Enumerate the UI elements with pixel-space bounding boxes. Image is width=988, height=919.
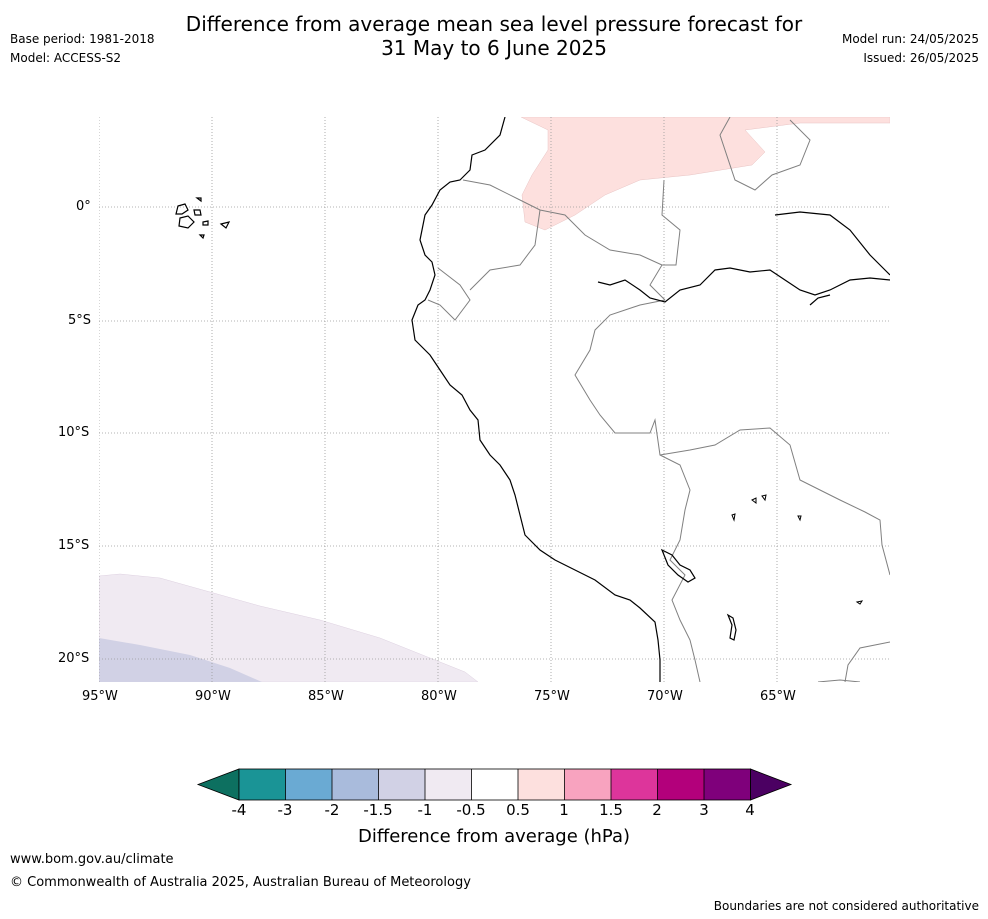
small-lake — [855, 600, 864, 605]
small-lake — [731, 513, 736, 522]
colorbar-bin — [471, 769, 518, 800]
base-period-text: Base period: 1981-2018 — [10, 32, 155, 46]
colorbar-bin — [657, 769, 704, 800]
colorbar-tick: -0.5 — [456, 801, 486, 819]
disclaimer-text: Boundaries are not considered authoritat… — [713, 899, 979, 913]
colorbar-bin — [704, 769, 751, 800]
lon-label: 80°W — [421, 689, 457, 704]
lat-label: 5°S — [68, 313, 92, 328]
coastlines — [411, 117, 890, 682]
colorbar-tick: -1.5 — [363, 801, 393, 819]
colorbar-bin — [564, 769, 611, 800]
colorbar-label: Difference from average (hPa) — [357, 826, 631, 847]
colorbar-tick: 1 — [559, 801, 569, 819]
colorbar-tick: 4 — [745, 801, 755, 819]
map-title: Difference from average mean sea level p… — [0, 12, 988, 60]
colorbar-tick: -1 — [417, 801, 433, 819]
colorbar-tick: 1.5 — [599, 801, 623, 819]
lon-label: 95°W — [82, 689, 118, 704]
colorbar-bin — [611, 769, 658, 800]
lon-label: 65°W — [760, 689, 796, 704]
map-title-line2: 31 May to 6 June 2025 — [381, 36, 607, 60]
positive-anomaly-region — [520, 117, 890, 231]
colorbar-tick: -4 — [231, 801, 247, 819]
negative-anomaly-region-moderate — [99, 638, 262, 682]
issued-text: Issued: 26/05/2025 — [863, 51, 979, 65]
colorbar-bin — [285, 769, 332, 800]
lon-label: 85°W — [308, 689, 344, 704]
copyright-text: © Commonwealth of Australia 2025, Austra… — [10, 875, 471, 890]
colorbar-tick: 3 — [699, 801, 709, 819]
small-lake — [761, 494, 767, 502]
colorbar-tick: 2 — [652, 801, 662, 819]
colorbar-bin — [425, 769, 472, 800]
lon-label: 75°W — [534, 689, 570, 704]
lon-label: 90°W — [195, 689, 231, 704]
galapagos-islands — [175, 197, 231, 240]
graticule — [99, 117, 890, 682]
colorbar — [196, 768, 793, 801]
lat-label: 20°S — [58, 651, 90, 666]
website-link[interactable]: www.bom.gov.au/climate — [10, 852, 174, 867]
map-area — [99, 117, 890, 682]
model-run-text: Model run: 24/05/2025 — [841, 32, 979, 46]
colorbar-bin — [518, 769, 565, 800]
lake-titicaca — [660, 548, 696, 583]
colorbar-tick: -2 — [324, 801, 340, 819]
colorbar-bin — [378, 769, 425, 800]
lon-label: 70°W — [647, 689, 683, 704]
small-lake — [797, 515, 802, 522]
lat-label: 10°S — [58, 425, 90, 440]
map-title-line1: Difference from average mean sea level p… — [185, 12, 803, 36]
negative-anomaly-region-weak — [99, 573, 479, 682]
colorbar-min-extension — [196, 768, 240, 801]
lat-label: 0° — [76, 199, 91, 214]
lat-label: 15°S — [58, 538, 90, 553]
colorbar-max-extension — [750, 768, 793, 801]
colorbar-bin — [239, 769, 286, 800]
colorbar-tick: 0.5 — [506, 801, 530, 819]
country-borders — [427, 117, 890, 682]
colorbar-bin — [332, 769, 379, 800]
small-lake — [751, 497, 757, 504]
model-text: Model: ACCESS-S2 — [10, 51, 122, 65]
colorbar-tick: -3 — [277, 801, 293, 819]
lake-poopo — [726, 613, 737, 641]
